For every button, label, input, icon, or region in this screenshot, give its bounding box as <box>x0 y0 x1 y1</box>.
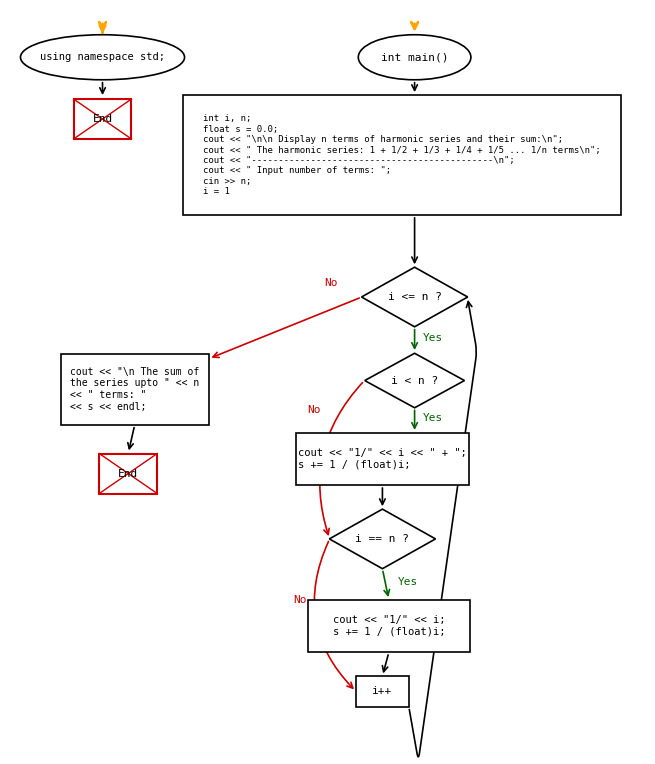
Text: cout << "\n The sum of
the series upto " << n
<< " terms: "
<< s << endl;: cout << "\n The sum of the series upto "… <box>70 367 199 412</box>
FancyBboxPatch shape <box>61 354 209 425</box>
FancyBboxPatch shape <box>295 433 469 485</box>
Text: No: No <box>307 405 321 415</box>
Polygon shape <box>329 509 436 568</box>
Text: cout << "1/" << i << " + ";
s += 1 / (float)i;: cout << "1/" << i << " + "; s += 1 / (fl… <box>298 448 467 470</box>
FancyBboxPatch shape <box>308 600 470 652</box>
Ellipse shape <box>20 34 185 79</box>
Text: End: End <box>92 114 113 124</box>
Ellipse shape <box>358 34 471 79</box>
Text: End: End <box>118 468 138 478</box>
FancyBboxPatch shape <box>100 454 157 494</box>
Text: No: No <box>293 595 307 605</box>
Text: i++: i++ <box>372 687 392 697</box>
FancyBboxPatch shape <box>356 676 409 707</box>
Text: i < n ?: i < n ? <box>391 376 438 386</box>
Polygon shape <box>362 267 468 327</box>
Text: i <= n ?: i <= n ? <box>388 292 441 302</box>
Text: No: No <box>324 278 338 288</box>
Text: using namespace std;: using namespace std; <box>40 52 165 62</box>
FancyBboxPatch shape <box>73 99 132 139</box>
Text: Yes: Yes <box>398 578 419 588</box>
FancyBboxPatch shape <box>183 96 620 215</box>
Text: Yes: Yes <box>422 333 443 343</box>
Text: int main(): int main() <box>381 52 448 62</box>
Text: cout << "1/" << i;
s += 1 / (float)i;: cout << "1/" << i; s += 1 / (float)i; <box>333 615 445 637</box>
Text: Yes: Yes <box>422 413 443 423</box>
Polygon shape <box>365 353 464 408</box>
Text: int i, n;
float s = 0.0;
cout << "\n\n Display n terms of harmonic series and th: int i, n; float s = 0.0; cout << "\n\n D… <box>203 115 601 196</box>
Text: i == n ?: i == n ? <box>356 534 409 544</box>
